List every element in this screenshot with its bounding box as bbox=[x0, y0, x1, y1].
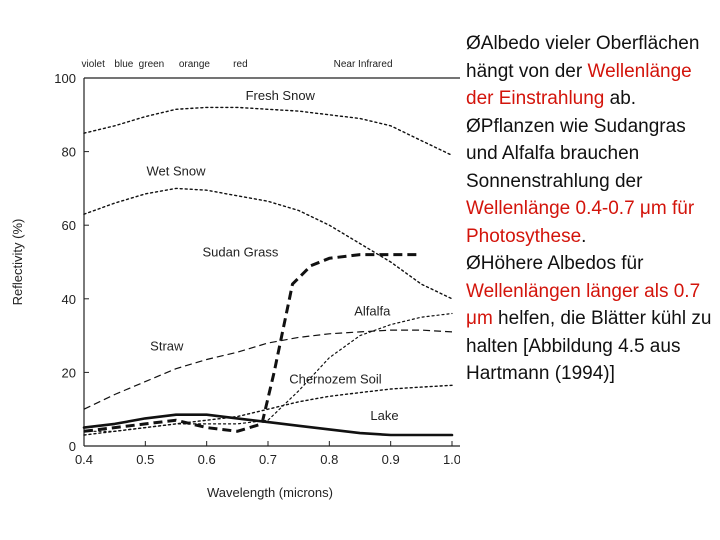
note-text: ØHöhere Albedos für bbox=[466, 253, 644, 274]
note-highlight: Wellenlänge 0.4-0.7 μm für Photosythese bbox=[466, 198, 695, 247]
x-tick-label: 0.6 bbox=[198, 452, 216, 467]
series-line-straw bbox=[83, 329, 453, 410]
note-text: . bbox=[581, 225, 587, 247]
band-label: Near Infrared bbox=[334, 59, 393, 70]
y-axis-title: Reflectivity (%) bbox=[10, 219, 25, 306]
series-label-alfalfa: Alfalfa bbox=[354, 303, 391, 318]
note-highlight: Wellenlänge der Einstrahlung bbox=[466, 60, 692, 110]
band-label: violet bbox=[82, 59, 106, 70]
band-label: orange bbox=[179, 59, 211, 70]
series-label-straw: Straw bbox=[150, 338, 184, 353]
spectral-band-labels: violet blue green orange red Near Infrared bbox=[82, 59, 393, 70]
series-layer bbox=[82, 106, 454, 437]
y-tick-label: 80 bbox=[62, 145, 76, 160]
note-text: ab. bbox=[604, 88, 637, 109]
x-tick-label: 0.4 bbox=[75, 452, 93, 467]
x-tick-label: 0.8 bbox=[320, 452, 338, 467]
series-line-lake bbox=[82, 413, 454, 437]
plot-frame bbox=[83, 77, 460, 447]
y-tick-label: 60 bbox=[62, 218, 76, 233]
band-label: red bbox=[233, 59, 247, 70]
note-text: helfen, die Blätter kühl zu halten [Abbi… bbox=[466, 308, 712, 384]
x-tick-label: 0.9 bbox=[382, 452, 400, 467]
series-line-fresh-snow bbox=[83, 106, 453, 156]
reflectivity-chart: Fresh Snow Wet Snow Sudan Grass Alfalfa Stra… bbox=[10, 59, 460, 500]
note-paragraph: ØAlbedo vieler Oberflächen hängt von der… bbox=[466, 30, 720, 113]
band-label: green bbox=[139, 59, 165, 70]
series-label-fresh-snow: Fresh Snow bbox=[246, 88, 316, 103]
x-tick-label: 0.5 bbox=[136, 452, 154, 467]
y-tick-label: 100 bbox=[54, 71, 76, 86]
series-label-chernozem-soil: Chernozem Soil bbox=[289, 371, 382, 386]
note-paragraph: ØPflanzen wie Sudangras und Alfalfa brau… bbox=[466, 113, 720, 251]
note-paragraph: ØHöhere Albedos für Wellenlängen länger … bbox=[466, 250, 720, 388]
x-tick-label: 0.7 bbox=[259, 452, 277, 467]
y-tick-label: 0 bbox=[69, 439, 76, 454]
series-label-wet-snow: Wet Snow bbox=[146, 164, 206, 179]
note-highlight: Wellenlängen länger als 0.7 μm bbox=[466, 280, 701, 330]
series-line-sudan-grass bbox=[83, 253, 422, 433]
x-tick-label: 1.0 bbox=[443, 452, 460, 467]
curve-labels: Fresh Snow Wet Snow Sudan Grass Alfalfa Stra… bbox=[146, 88, 398, 423]
note-text: ØPflanzen wie Sudangras und Alfalfa brau… bbox=[466, 115, 686, 192]
notes-panel: ØAlbedo vieler Oberflächen hängt von der… bbox=[466, 30, 720, 388]
y-tick-label: 40 bbox=[62, 292, 76, 307]
note-text: ØAlbedo vieler Oberflächen hängt von der bbox=[466, 33, 700, 82]
series-label-sudan-grass: Sudan Grass bbox=[202, 244, 278, 259]
series-label-lake: Lake bbox=[370, 408, 398, 423]
series-line-chernozem-soil bbox=[83, 384, 453, 436]
series-line-wet-snow bbox=[83, 187, 453, 300]
band-label: blue bbox=[114, 59, 133, 70]
x-axis-title: Wavelength (microns) bbox=[207, 485, 333, 500]
axis-ticks: 0.4 0.5 0.6 0.7 0.8 0.9 1.0 0 20 40 60 80 100 bbox=[54, 71, 460, 467]
y-tick-label: 20 bbox=[62, 365, 76, 380]
